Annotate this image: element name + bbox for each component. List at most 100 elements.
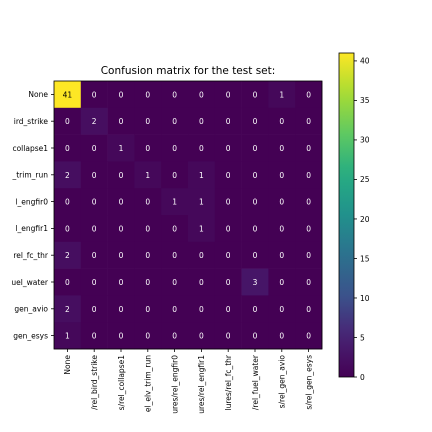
cell-value-label: 1 (172, 198, 177, 207)
cell-value-label: 0 (119, 305, 124, 314)
heatmap-cell (134, 134, 162, 162)
colorbar-tick-label: 35 (360, 96, 370, 105)
heatmap-cell (214, 81, 242, 109)
heatmap-cell (241, 268, 269, 296)
cell-value-label: 2 (65, 171, 70, 180)
y-tick-label: l_engfir0 (15, 197, 48, 206)
x-tick-label: /rel_bird_strike (90, 355, 99, 410)
heatmap-cell (268, 107, 296, 135)
cell-value-label: 0 (92, 224, 97, 233)
heatmap-cell (80, 241, 108, 269)
cell-value-label: 0 (145, 305, 150, 314)
cell-value-label: 1 (145, 171, 150, 180)
heatmap-cell (268, 188, 296, 216)
heatmap-cell (268, 295, 296, 323)
x-tick-label: None (63, 355, 72, 375)
heatmap-cell (80, 161, 108, 189)
cell-value-label: 0 (145, 332, 150, 341)
colorbar-tick-label: 5 (360, 333, 365, 342)
heatmap-cell (54, 215, 82, 243)
heatmap-cell (241, 188, 269, 216)
y-tick-label: gen_avio (14, 305, 48, 314)
heatmap-cell (295, 268, 323, 296)
heatmap-cell (54, 188, 82, 216)
y-tick-label: gen_esys (13, 331, 48, 340)
heatmap-cell (214, 268, 242, 296)
cell-value-label: 0 (65, 117, 70, 126)
cell-value-label: 0 (119, 224, 124, 233)
cell-value-label: 0 (119, 278, 124, 287)
heatmap-cell (188, 268, 216, 296)
cell-value-label: 0 (306, 332, 311, 341)
x-tick-label: /rel_fuel_water (251, 354, 260, 410)
x-tick-label: ures/rel_engfir1 (197, 355, 206, 414)
heatmap-cell (134, 215, 162, 243)
heatmap-cell (295, 161, 323, 189)
cell-value-label: 0 (253, 251, 258, 260)
heatmap-cell (188, 107, 216, 135)
heatmap-cell (80, 322, 108, 350)
colorbar (338, 52, 355, 378)
cell-value-label: 1 (119, 144, 124, 153)
cell-value-label: 2 (92, 117, 97, 126)
cell-value-label: 0 (226, 90, 231, 99)
cell-value-label: 41 (63, 90, 73, 99)
cell-value-label: 0 (226, 171, 231, 180)
heatmap-cell (214, 322, 242, 350)
heatmap-cell (54, 81, 82, 109)
cell-value-label: 0 (65, 144, 70, 153)
cell-value-label: 0 (119, 332, 124, 341)
cell-value-label: 0 (119, 90, 124, 99)
cell-value-label: 0 (279, 332, 284, 341)
heatmap-cell (214, 215, 242, 243)
cell-value-label: 0 (92, 90, 97, 99)
cell-value-label: 0 (145, 224, 150, 233)
heatmap-cell (161, 268, 189, 296)
cell-value-label: 0 (119, 171, 124, 180)
cell-value-label: 1 (199, 224, 204, 233)
heatmap-cell (161, 81, 189, 109)
cell-value-label: 0 (253, 117, 258, 126)
cell-value-label: 0 (172, 278, 177, 287)
cell-value-label: 0 (199, 144, 204, 153)
cell-value-label: 0 (65, 278, 70, 287)
cell-value-label: 0 (306, 305, 311, 314)
heatmap-cell (107, 295, 135, 323)
heatmap-cell (268, 215, 296, 243)
cell-value-label: 1 (199, 171, 204, 180)
cell-value-label: 0 (92, 305, 97, 314)
x-tick-label: s/rel_collapse1 (117, 355, 126, 411)
cell-value-label: 0 (279, 171, 284, 180)
x-tick-label: el_elv_trim_run (144, 355, 153, 412)
heatmap-cell (80, 215, 108, 243)
heatmap-cell (161, 241, 189, 269)
cell-value-label: 1 (279, 90, 284, 99)
heatmap-cell (107, 107, 135, 135)
y-tick-label: l_engfir1 (15, 224, 48, 233)
cell-value-label: 0 (226, 117, 231, 126)
cell-value-label: 0 (226, 278, 231, 287)
heatmap-cell (188, 215, 216, 243)
cell-value-label: 0 (306, 198, 311, 207)
cell-value-label: 0 (172, 117, 177, 126)
heatmap-cell (268, 268, 296, 296)
cell-value-label: 0 (92, 332, 97, 341)
y-tick-label: ird_strike (14, 117, 49, 126)
cell-value-label: 0 (253, 224, 258, 233)
heatmap-cell (295, 295, 323, 323)
cell-value-label: 0 (253, 305, 258, 314)
cell-value-label: 0 (172, 251, 177, 260)
cell-value-label: 0 (145, 251, 150, 260)
x-tick-label: ures/rel_engfir0 (170, 355, 179, 414)
y-tick-label: _trim_run (11, 171, 48, 180)
cell-value-label: 1 (199, 198, 204, 207)
plot-frame (53, 80, 323, 350)
heatmap-cell (188, 295, 216, 323)
cell-value-label: 0 (92, 144, 97, 153)
heatmap-cell (107, 322, 135, 350)
cell-value-label: 0 (199, 305, 204, 314)
heatmap-cell (161, 215, 189, 243)
heatmap-cell (268, 81, 296, 109)
cell-value-label: 0 (279, 224, 284, 233)
cell-value-label: 0 (199, 251, 204, 260)
